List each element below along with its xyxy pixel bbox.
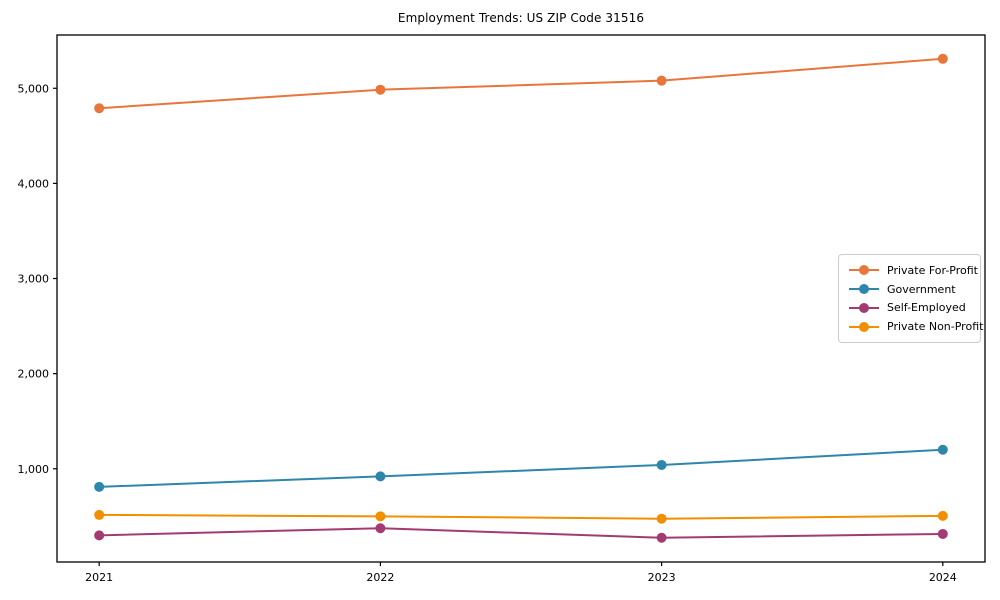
data-point-marker bbox=[656, 459, 667, 470]
data-point-marker bbox=[94, 103, 105, 114]
data-point-marker bbox=[937, 53, 948, 64]
x-tick-label: 2023 bbox=[648, 571, 676, 584]
y-tick-label: 3,000 bbox=[18, 273, 50, 286]
legend-item-label: Private For-Profit bbox=[887, 263, 978, 277]
series-line bbox=[98, 448, 944, 488]
data-point-marker bbox=[375, 523, 386, 534]
legend-line-marker-icon bbox=[849, 284, 879, 295]
data-point-marker bbox=[656, 75, 667, 86]
data-point-marker bbox=[94, 509, 105, 520]
data-point-marker bbox=[937, 510, 948, 521]
series-line bbox=[98, 527, 944, 539]
y-tick-label: 5,000 bbox=[18, 82, 50, 95]
legend-line-marker-icon bbox=[849, 302, 879, 313]
legend-item: Private Non-Profit bbox=[849, 317, 983, 336]
legend-item: Private For-Profit bbox=[849, 261, 978, 280]
legend-item-label: Self-Employed bbox=[887, 301, 966, 315]
series-line bbox=[98, 57, 944, 110]
legend: Private For-Profit Government Self-Employe… bbox=[838, 254, 983, 343]
y-tick-label: 4,000 bbox=[18, 177, 50, 190]
data-point-marker bbox=[375, 84, 386, 95]
chart-title: Employment Trends: US ZIP Code 31516 bbox=[397, 11, 645, 25]
data-point-marker bbox=[94, 481, 105, 492]
series-line bbox=[98, 513, 944, 520]
legend-item: Government bbox=[849, 280, 972, 299]
data-point-marker bbox=[656, 532, 667, 543]
data-point-marker bbox=[937, 444, 948, 455]
plot-border bbox=[56, 34, 986, 563]
legend-item-label: Private Non-Profit bbox=[887, 320, 984, 334]
data-point-marker bbox=[375, 471, 386, 482]
legend-line-marker-icon bbox=[849, 265, 879, 276]
x-tick-label: 2021 bbox=[85, 571, 113, 584]
y-tick-label: 1,000 bbox=[18, 463, 50, 476]
y-tick-label: 2,000 bbox=[18, 368, 50, 381]
x-tick-label: 2024 bbox=[929, 571, 957, 584]
data-point-marker bbox=[94, 530, 105, 541]
x-tick-label: 2022 bbox=[366, 571, 394, 584]
data-point-marker bbox=[375, 511, 386, 522]
legend-item: Self-Employed bbox=[849, 299, 972, 318]
data-point-marker bbox=[937, 528, 948, 539]
legend-item-label: Government bbox=[887, 282, 956, 296]
legend-line-marker-icon bbox=[849, 321, 879, 332]
data-point-marker bbox=[656, 513, 667, 524]
